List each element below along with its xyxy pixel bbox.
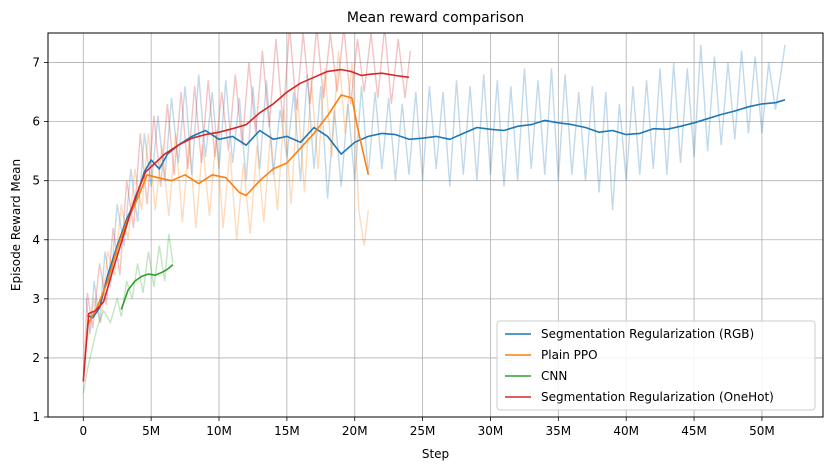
legend-entry: Plain PPO (541, 348, 598, 362)
y-tick-label: 7 (32, 56, 40, 70)
smoothed-series-line-0 (87, 99, 786, 319)
y-tick-label: 5 (32, 174, 40, 188)
x-tick-label: 35M (546, 424, 572, 438)
legend-box (496, 320, 816, 411)
y-tick-label: 4 (32, 233, 40, 247)
x-tick-label: 30M (478, 424, 504, 438)
x-tick-label: 15M (274, 424, 300, 438)
plot-frame (47, 32, 824, 418)
x-tick-label: 20M (342, 424, 368, 438)
raw-series-line-1 (86, 50, 369, 341)
y-tick-label: 2 (32, 351, 40, 365)
x-tick-label: 10M (206, 424, 232, 438)
chart-title: Mean reward comparison (347, 10, 524, 26)
x-tick-label: 45M (681, 424, 707, 438)
x-tick-label: 50M (749, 424, 775, 438)
smoothed-series-group (82, 68, 786, 382)
y-axis-label: Episode Reward Mean (9, 159, 23, 291)
raw-series-line-2 (82, 233, 174, 394)
x-axis-label: Step (422, 447, 449, 461)
raw-series-line-0 (85, 44, 786, 335)
x-tick-label: 0 (79, 424, 87, 438)
legend-entry: Segmentation Regularization (OneHot) (541, 390, 774, 404)
x-axis-ticks: 0 5M 10M 15M 20M 25M 30M 35M 40M 45M 50M (79, 417, 775, 438)
legend: Segmentation Regularization (RGB) Plain P… (496, 320, 816, 411)
x-tick-label: 5M (142, 424, 160, 438)
legend-entry: CNN (541, 369, 567, 383)
y-axis-ticks: 1 2 3 4 5 6 7 (32, 56, 48, 424)
smoothed-series-line-3 (82, 68, 410, 382)
raw-series-group (82, 33, 786, 394)
y-tick-label: 3 (32, 292, 40, 306)
y-tick-label: 6 (32, 115, 40, 129)
y-tick-label: 1 (32, 410, 40, 424)
smoothed-series-line-2 (120, 263, 174, 310)
x-tick-label: 25M (410, 424, 436, 438)
raw-series-line-3 (82, 33, 412, 382)
x-tick-label: 40M (613, 424, 639, 438)
legend-entry: Segmentation Regularization (RGB) (541, 327, 754, 341)
